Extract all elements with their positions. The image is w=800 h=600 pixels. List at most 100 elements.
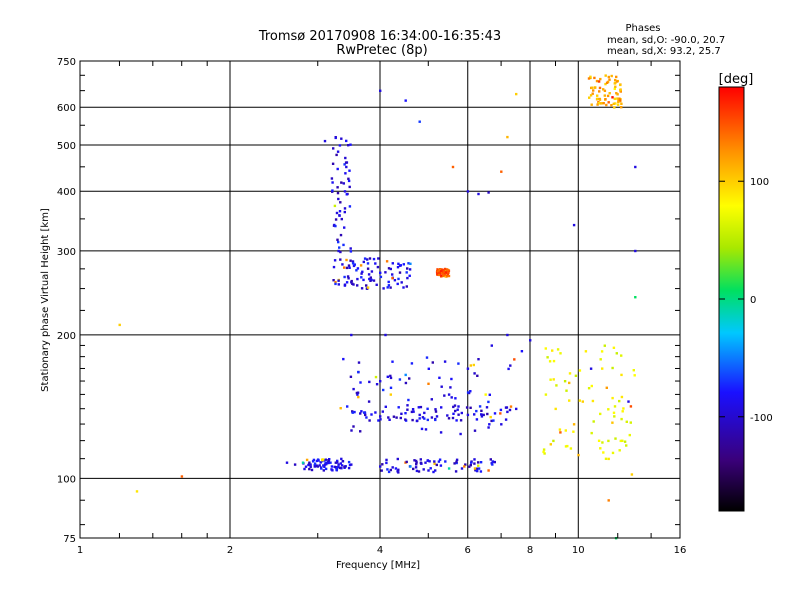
data-point [409,262,412,265]
data-point [340,137,343,140]
data-point [619,439,622,443]
data-point [549,378,552,381]
data-point [360,276,363,279]
data-point [359,430,362,433]
y-axis-ticks: 75 100 200 300 400 500 600 750 [57,57,680,545]
data-point [446,273,449,276]
data-point [450,377,453,381]
data-point [336,191,340,195]
data-point [452,405,455,409]
data-point [180,475,184,478]
data-point [412,467,415,471]
data-point [317,459,320,462]
data-point [335,468,338,471]
data-point [327,459,330,462]
data-point [618,97,621,100]
data-point [438,268,441,272]
data-point [337,463,340,466]
data-point [386,286,389,289]
data-point [425,356,429,359]
data-point [374,375,378,379]
data-point [334,280,337,284]
data-point [552,378,555,381]
data-point [343,226,346,229]
data-point [355,391,359,395]
data-point [368,277,371,281]
data-point [436,270,439,273]
data-point [509,405,513,408]
data-point [591,86,594,89]
data-point [370,413,373,416]
data-point [414,466,418,469]
data-point [477,467,481,470]
data-point [339,258,342,261]
data-point [397,262,400,265]
data-point [332,265,336,269]
data-point [484,393,487,396]
data-point [349,250,353,253]
data-point [542,450,545,454]
data-point [325,461,329,465]
data-point [419,458,422,461]
data-point [396,457,399,461]
data-point [619,89,622,92]
data-point [578,399,581,402]
data-point [615,352,618,355]
data-point [415,461,418,464]
data-point [619,90,622,93]
data-point [402,263,405,266]
data-point [443,394,446,397]
data-point [515,407,518,411]
data-point [434,408,437,411]
data-point [366,262,370,265]
data-point [336,167,339,171]
data-point [419,461,423,464]
data-point [391,360,394,363]
data-point [554,407,557,411]
data-point [603,94,606,97]
data-point [565,389,568,392]
data-point [469,406,472,409]
data-point [399,264,402,267]
data-point [351,260,355,263]
data-point [309,465,312,468]
data-point [463,465,466,468]
data-point [447,417,451,420]
data-point [386,468,389,471]
data-point [329,461,332,464]
data-point [453,462,456,465]
data-point [581,400,584,403]
data-point [620,102,623,105]
data-point [408,274,411,277]
data-point [459,419,463,422]
data-point [480,409,483,412]
data-point [339,201,342,204]
data-point [410,362,414,365]
data-point [623,440,627,443]
data-point [619,83,622,87]
data-point [379,271,382,274]
data-point [389,267,392,271]
data-point [473,462,476,465]
data-point [347,277,350,280]
data-point [432,470,435,474]
x-tick-label: 4 [377,545,383,556]
data-point [466,190,470,193]
data-point [369,279,372,282]
data-point [500,170,503,173]
data-point [552,439,555,443]
data-point [434,410,438,413]
data-point [607,499,610,502]
data-point [620,106,623,109]
data-point [477,358,480,361]
data-point [379,418,382,421]
data-point [574,374,578,377]
data-point [568,372,572,375]
data-point [364,413,367,417]
data-point [415,419,419,423]
data-point [454,409,457,413]
data-point [435,463,438,467]
data-point [441,274,445,278]
data-point [607,457,610,461]
data-point [438,270,441,273]
